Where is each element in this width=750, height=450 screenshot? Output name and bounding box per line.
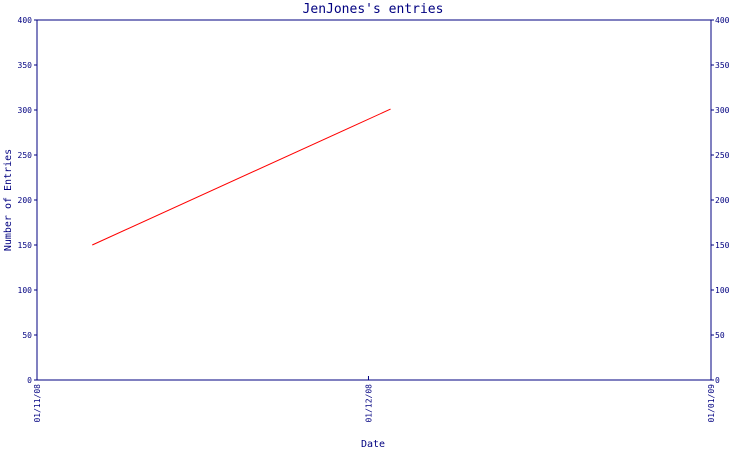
y2-tick-label: 300 — [715, 106, 730, 115]
y-tick-label: 50 — [22, 331, 32, 340]
y2-tick-label: 250 — [715, 151, 730, 160]
y-axis-label: Number of Entries — [3, 149, 14, 251]
x-tick-label: 01/12/08 — [364, 384, 373, 423]
left-y-axis: 0 50 100 150 200 250 300 350 400 — [18, 16, 37, 385]
x-tick-label: 01/11/08 — [33, 384, 42, 423]
y-tick-label: 0 — [27, 376, 32, 385]
y-tick-label: 300 — [18, 106, 33, 115]
y-tick-label: 250 — [18, 151, 33, 160]
x-axis: 01/11/08 01/12/08 01/01/09 — [33, 376, 716, 423]
y-tick-label: 400 — [18, 16, 33, 25]
chart-title: JenJones's entries — [303, 2, 444, 17]
series-layer — [92, 108, 391, 246]
y-tick-label: 350 — [18, 61, 33, 70]
plot-area — [36, 19, 712, 381]
y2-tick-label: 50 — [715, 331, 725, 340]
y2-tick-label: 400 — [715, 16, 730, 25]
series-line — [92, 108, 391, 246]
y2-tick-label: 150 — [715, 241, 730, 250]
y2-tick-label: 200 — [715, 196, 730, 205]
y-tick-label: 200 — [18, 196, 33, 205]
y2-tick-label: 350 — [715, 61, 730, 70]
y2-tick-label: 100 — [715, 286, 730, 295]
y-tick-label: 150 — [18, 241, 33, 250]
y-tick-label: 100 — [18, 286, 33, 295]
right-y-axis: 0 50 100 150 200 250 300 350 400 — [711, 16, 730, 385]
x-axis-label: Date — [361, 439, 385, 450]
y2-tick-label: 0 — [715, 376, 720, 385]
x-tick-label: 01/01/09 — [707, 384, 716, 423]
